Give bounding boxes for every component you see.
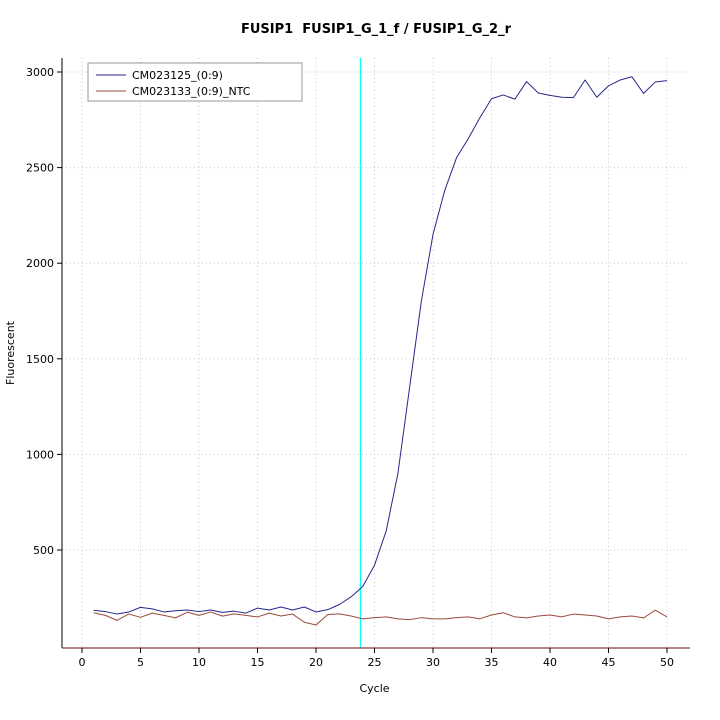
x-tick-label: 40 bbox=[543, 656, 557, 669]
x-tick-label: 5 bbox=[137, 656, 144, 669]
y-axis-label: Fluorescent bbox=[4, 320, 17, 385]
x-axis-label: Cycle bbox=[359, 682, 389, 695]
y-tick-label: 2500 bbox=[26, 162, 54, 175]
y-tick-label: 1000 bbox=[26, 448, 54, 461]
series-line-CM023133_(0:9)_NTC bbox=[93, 609, 668, 626]
series-line-CM023125_(0:9) bbox=[93, 76, 668, 615]
chart-title: FUSIP1 FUSIP1_G_1_f / FUSIP1_G_2_r bbox=[241, 22, 511, 37]
x-tick-label: 10 bbox=[192, 656, 206, 669]
x-tick-label: 25 bbox=[368, 656, 382, 669]
legend-label: CM023133_(0:9)_NTC bbox=[132, 85, 251, 98]
x-axis: 0 5 10 15 20 25 30 35 40 45 50 Cycle bbox=[62, 647, 690, 695]
x-tick-label: 50 bbox=[660, 656, 674, 669]
y-axis: 500 1000 1500 2000 2500 3000 Fluorescent bbox=[4, 58, 63, 648]
x-tick-label: 0 bbox=[79, 656, 86, 669]
x-tick-label: 20 bbox=[309, 656, 323, 669]
y-tick-label: 1500 bbox=[26, 353, 54, 366]
y-tick-label: 2000 bbox=[26, 257, 54, 270]
x-tick-label: 30 bbox=[426, 656, 440, 669]
x-tick-label: 35 bbox=[485, 656, 499, 669]
y-tick-label: 3000 bbox=[26, 66, 54, 79]
legend: CM023125_(0:9) CM023133_(0:9)_NTC bbox=[87, 62, 303, 102]
y-tick-label: 500 bbox=[33, 544, 54, 557]
x-tick-label: 45 bbox=[602, 656, 616, 669]
x-tick-label: 15 bbox=[251, 656, 265, 669]
legend-label: CM023125_(0:9) bbox=[132, 69, 223, 82]
